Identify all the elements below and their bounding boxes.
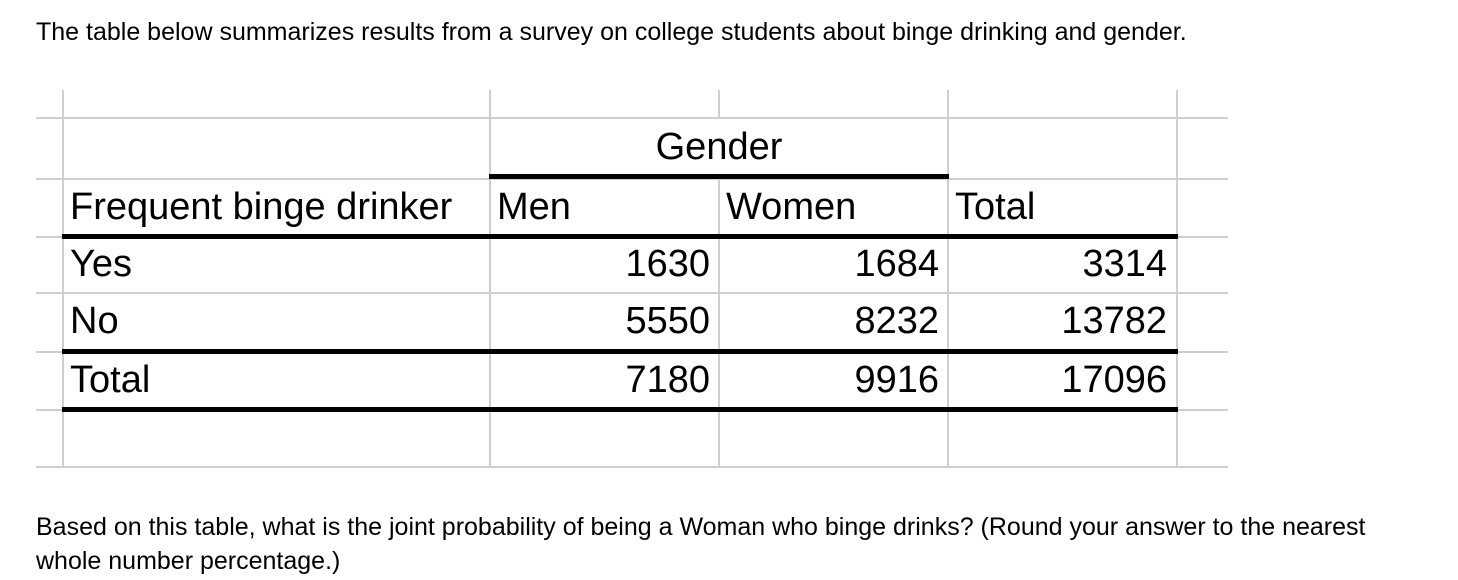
cell-no-women: 8232 xyxy=(854,300,939,342)
col-header-women: Women xyxy=(726,186,857,228)
gridline-horizontal xyxy=(36,292,1228,294)
gridline-vertical xyxy=(1176,90,1178,468)
gridline-vertical xyxy=(489,90,491,468)
gender-group-header: Gender xyxy=(655,126,783,168)
cell-total-women: 9916 xyxy=(854,359,939,401)
intro-text: The table below summarizes results from … xyxy=(36,18,1187,46)
cell-total-men: 7180 xyxy=(625,359,710,401)
question-line-2: whole number percentage.) xyxy=(36,547,341,575)
cell-yes-women: 1684 xyxy=(854,243,939,285)
gridline-vertical xyxy=(718,179,720,468)
table-border-under-header xyxy=(62,234,1178,239)
gridline-vertical xyxy=(947,90,949,468)
cell-total-total: 17096 xyxy=(1061,359,1167,401)
cell-no-total: 13782 xyxy=(1061,300,1167,342)
table-border-bottom xyxy=(62,407,1178,412)
cell-no-label: No xyxy=(70,300,119,342)
gridline-horizontal xyxy=(36,117,1228,119)
cell-yes-men: 1630 xyxy=(625,243,710,285)
col-header-total: Total xyxy=(955,186,1036,228)
table-border-above-total xyxy=(62,349,1178,354)
cell-no-men: 5550 xyxy=(625,300,710,342)
gridline-vertical xyxy=(62,90,64,468)
cell-yes-total: 3314 xyxy=(1082,243,1167,285)
table-border-under-gender xyxy=(489,174,949,179)
col-header-men: Men xyxy=(497,186,571,228)
gridline-horizontal xyxy=(36,466,1228,468)
gridline-horizontal xyxy=(36,178,1228,180)
cell-yes-label: Yes xyxy=(70,243,132,285)
question-line-1: Based on this table, what is the joint p… xyxy=(36,513,1366,541)
question-text: Based on this table, what is the joint p… xyxy=(36,510,1365,578)
col-header-row-label: Frequent binge drinker xyxy=(70,186,453,228)
cell-total-label: Total xyxy=(70,359,151,401)
gridline-vertical xyxy=(718,90,720,118)
